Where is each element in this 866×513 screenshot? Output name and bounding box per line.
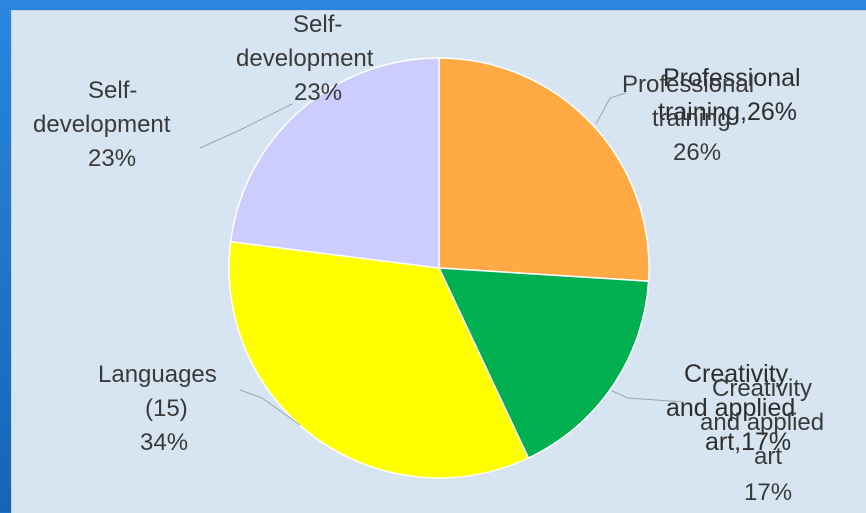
pie-slice-professional-training	[439, 58, 649, 281]
languages-label-2: (15)	[145, 395, 188, 422]
selfdev-label-pct: 23%	[88, 145, 136, 172]
pie-slices	[229, 58, 649, 478]
professional-label-2: training	[652, 105, 731, 132]
selfdev-overlay-label-2: development	[236, 45, 374, 72]
creativity-label-2: and applied	[700, 409, 824, 436]
creativity-label-3: art	[754, 443, 782, 470]
professional-label-1: Professional	[622, 71, 754, 98]
languages-label-1: Languages	[98, 361, 217, 388]
selfdev-overlay-label-1: Self-	[293, 11, 342, 38]
creativity-label-1: Creativity	[712, 375, 812, 402]
creativity-label-pct: 17%	[744, 479, 792, 506]
selfdev-overlay-label-3: 23%	[294, 79, 342, 106]
selfdev-label-2: development	[33, 111, 171, 138]
languages-label-pct: 34%	[140, 429, 188, 456]
selfdev-label-1: Self-	[88, 77, 137, 104]
professional-label-pct: 26%	[673, 139, 721, 166]
